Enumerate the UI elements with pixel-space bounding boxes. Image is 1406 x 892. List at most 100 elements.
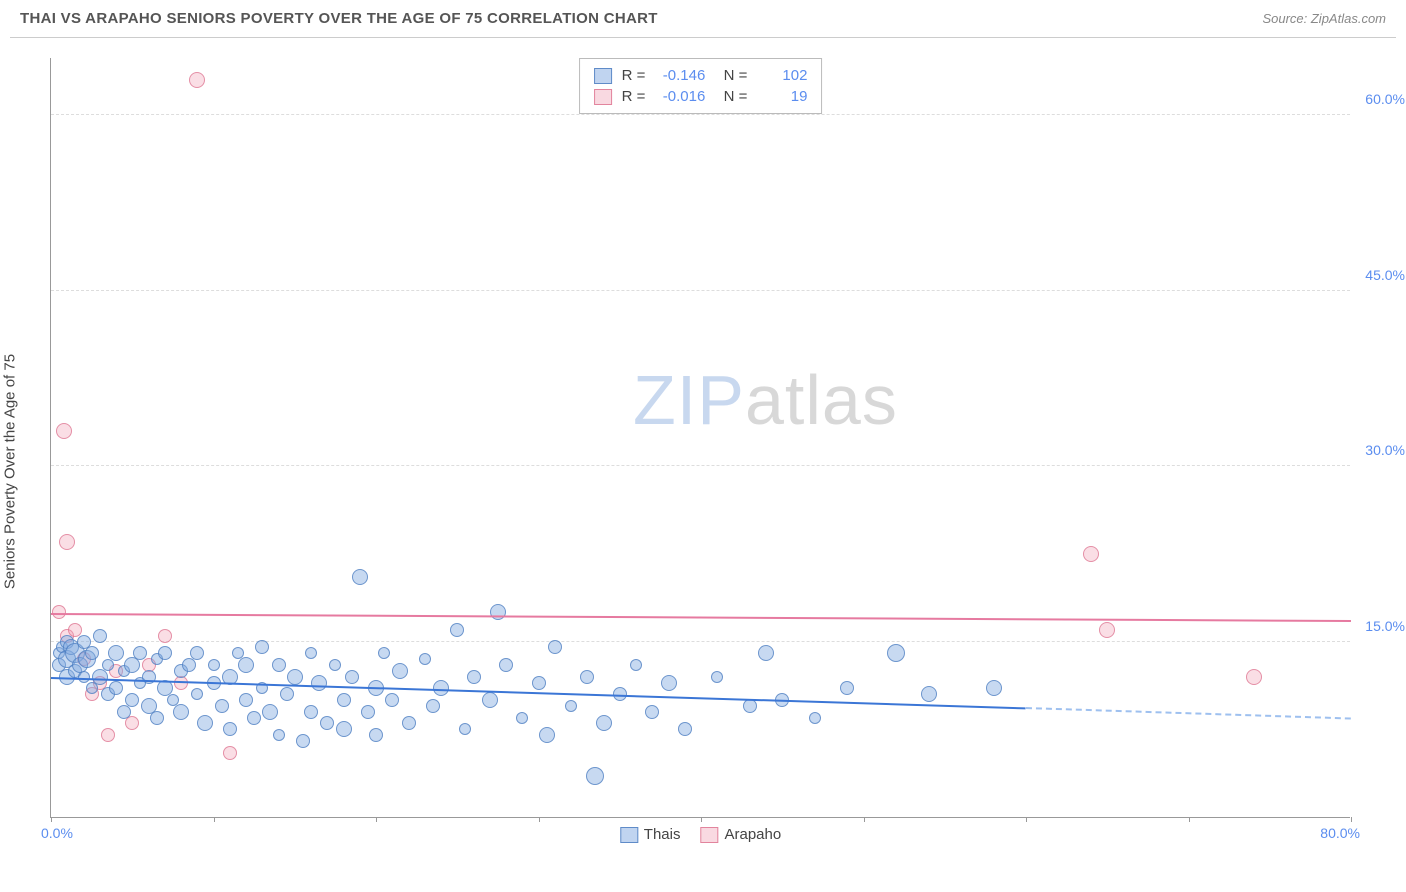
data-point [743, 699, 757, 713]
data-point [304, 705, 318, 719]
data-point [272, 658, 286, 672]
data-point [255, 640, 269, 654]
data-point [197, 715, 213, 731]
data-point [532, 676, 546, 690]
x-tick-mark [1351, 817, 1352, 822]
data-point [596, 715, 612, 731]
data-point [158, 646, 172, 660]
y-tick-label: 60.0% [1365, 91, 1405, 107]
data-point [102, 659, 114, 671]
swatch-arapaho-icon [594, 89, 612, 105]
legend-item-arapaho: Arapaho [700, 826, 781, 843]
legend-label-arapaho: Arapaho [724, 826, 781, 843]
data-point [125, 693, 139, 707]
data-point [85, 646, 99, 660]
data-point [459, 723, 471, 735]
data-point [273, 729, 285, 741]
data-point [661, 675, 677, 691]
data-point [125, 716, 139, 730]
legend-row-arapaho: R = -0.016 N = 19 [594, 86, 808, 107]
source-label: Source: ZipAtlas.com [1262, 11, 1386, 26]
data-point [86, 682, 98, 694]
data-point [247, 711, 261, 725]
data-point [337, 693, 351, 707]
y-tick-label: 15.0% [1365, 618, 1405, 634]
data-point [133, 646, 147, 660]
y-axis-label: Seniors Poverty Over the Age of 75 [2, 354, 19, 589]
data-point [490, 604, 506, 620]
data-point [150, 711, 164, 725]
data-point [678, 722, 692, 736]
legend-item-thai: Thais [620, 826, 681, 843]
data-point [109, 681, 123, 695]
gridline [51, 465, 1350, 466]
data-point [361, 705, 375, 719]
data-point [215, 699, 229, 713]
thai-n-value: 102 [757, 67, 807, 84]
data-point [352, 569, 368, 585]
data-point [467, 670, 481, 684]
data-point [320, 716, 334, 730]
arapaho-r-value: -0.016 [655, 88, 705, 105]
x-tick-min: 0.0% [41, 825, 73, 841]
data-point [92, 669, 108, 685]
data-point [1083, 546, 1099, 562]
trend-line [1026, 707, 1351, 720]
data-point [208, 659, 220, 671]
data-point [516, 712, 528, 724]
data-point [190, 646, 204, 660]
data-point [305, 647, 317, 659]
swatch-thai-icon [620, 827, 638, 843]
legend-row-thai: R = -0.146 N = 102 [594, 65, 808, 86]
thai-r-value: -0.146 [655, 67, 705, 84]
data-point [189, 72, 205, 88]
data-point [369, 728, 383, 742]
data-point [345, 670, 359, 684]
x-tick-mark [539, 817, 540, 822]
data-point [630, 659, 642, 671]
data-point [262, 704, 278, 720]
data-point [239, 693, 253, 707]
swatch-arapaho-icon [700, 827, 718, 843]
data-point [1099, 622, 1115, 638]
r-label: R = [622, 67, 646, 84]
data-point [223, 722, 237, 736]
data-point [56, 423, 72, 439]
n-label: N = [715, 67, 747, 84]
data-point [336, 721, 352, 737]
data-point [93, 629, 107, 643]
data-point [580, 670, 594, 684]
data-point [645, 705, 659, 719]
gridline [51, 114, 1350, 115]
gridline [51, 290, 1350, 291]
x-tick-mark [376, 817, 377, 822]
series-legend: Thais Arapaho [620, 826, 781, 843]
data-point [921, 686, 937, 702]
data-point [191, 688, 203, 700]
data-point [539, 727, 555, 743]
data-point [158, 629, 172, 643]
data-point [809, 712, 821, 724]
correlation-legend: R = -0.146 N = 102 R = -0.016 N = 19 [579, 58, 823, 114]
x-tick-mark [214, 817, 215, 822]
x-tick-mark [701, 817, 702, 822]
r-label: R = [622, 88, 646, 105]
data-point [59, 534, 75, 550]
x-tick-mark [51, 817, 52, 822]
y-tick-label: 45.0% [1365, 267, 1405, 283]
data-point [840, 681, 854, 695]
arapaho-n-value: 19 [757, 88, 807, 105]
data-point [450, 623, 464, 637]
data-point [482, 692, 498, 708]
data-point [419, 653, 431, 665]
data-point [499, 658, 513, 672]
data-point [280, 687, 294, 701]
chart-container: Seniors Poverty Over the Age of 75 ZIPat… [0, 38, 1406, 888]
data-point [565, 700, 577, 712]
n-label: N = [715, 88, 747, 105]
x-tick-mark [864, 817, 865, 822]
data-point [182, 658, 196, 672]
data-point [117, 705, 131, 719]
data-point [402, 716, 416, 730]
data-point [311, 675, 327, 691]
